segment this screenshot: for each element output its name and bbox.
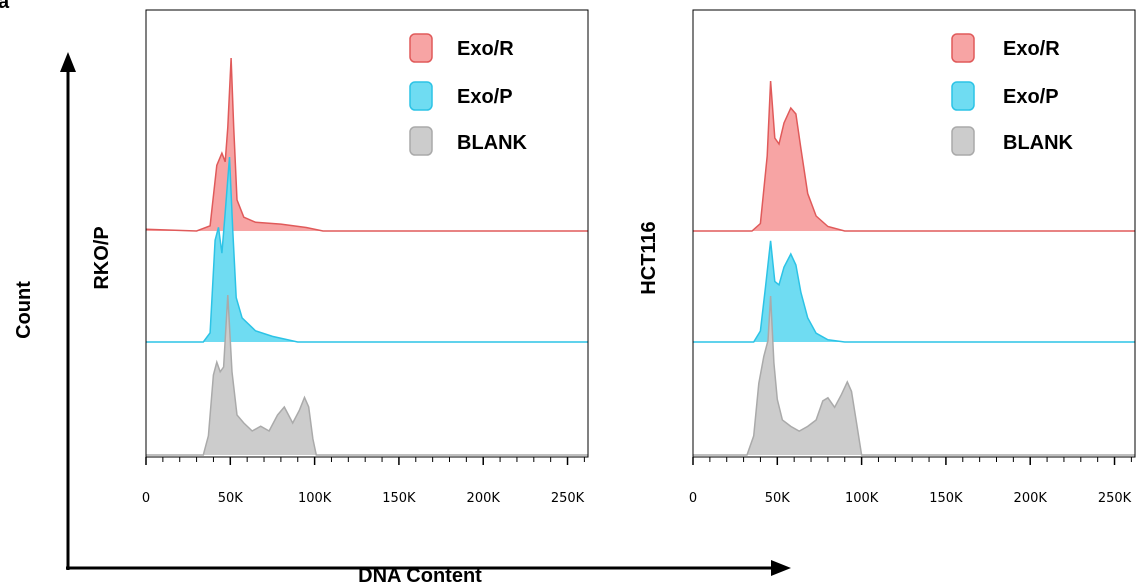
legend-label-exo-r: Exo/R [1003, 38, 1060, 60]
legend-label-exo-p: Exo/P [1003, 86, 1059, 108]
legend-rko: Exo/R Exo/P BLANK [409, 33, 528, 156]
x-tick-label: 250K [1098, 491, 1132, 506]
series-area-blank [693, 296, 1135, 455]
series-line-exo-p [693, 240, 1135, 343]
legend-entry-exo-r: Exo/R [951, 33, 1060, 63]
x-axis-arrow [66, 560, 791, 576]
x-tick-label: 50K [765, 491, 791, 506]
plot-frame-rko [145, 9, 589, 458]
x-ticks-rko: 0 50K 100K 150K 200K 250K [142, 457, 585, 506]
series-line-blank [693, 295, 1135, 456]
legend-hct116: Exo/R Exo/P BLANK [951, 33, 1074, 156]
panel-letter: a [0, 0, 10, 13]
histogram-panel-hct116: HCT116 0 50K 100K 150K 200K 250K Exo/R Exo/P … [638, 9, 1136, 506]
legend-swatch-exo-r [409, 33, 433, 63]
plot-area-hct116 [692, 9, 1136, 458]
series-layer-hct116 [693, 80, 1135, 456]
plot-area-rko [145, 9, 589, 458]
series-line-exo-p [146, 156, 588, 343]
legend-swatch-blank [951, 126, 975, 156]
histogram-panel-rko: RKO/P 0 50K 100K 150K 200K 250K Exo/R Exo/P B… [91, 9, 589, 506]
x-tick-label: 200K [1014, 491, 1048, 506]
series-line-exo-r [693, 80, 1135, 232]
y-axis-arrow [60, 52, 76, 570]
series-line-exo-r [145, 57, 588, 232]
legend-entry-exo-p: Exo/P [409, 81, 513, 111]
series-layer-rko [145, 57, 588, 456]
plot-frame-hct116 [692, 9, 1136, 458]
legend-swatch-exo-p [409, 81, 433, 111]
x-tick-label: 0 [142, 491, 150, 506]
legend-label-blank: BLANK [457, 132, 528, 154]
y-axis-label: Count [13, 281, 35, 339]
panel-label-rko: RKO/P [91, 226, 113, 289]
x-tick-label: 250K [551, 491, 585, 506]
x-tick-label: 50K [218, 491, 244, 506]
x-tick-label: 0 [689, 491, 697, 506]
legend-swatch-exo-r [951, 33, 975, 63]
x-tick-label: 100K [845, 491, 879, 506]
x-tick-label: 100K [298, 491, 332, 506]
legend-entry-exo-p: Exo/P [951, 81, 1059, 111]
x-tick-label: 200K [467, 491, 501, 506]
series-area-exo-p [146, 157, 588, 342]
x-tick-label: 150K [929, 491, 963, 506]
series-line-blank [146, 294, 588, 456]
x-ticks-hct116: 0 50K 100K 150K 200K 250K [689, 457, 1132, 506]
legend-label-blank: BLANK [1003, 132, 1074, 154]
series-area-exo-r [693, 81, 1135, 231]
legend-entry-blank: BLANK [409, 126, 528, 156]
legend-swatch-blank [409, 126, 433, 156]
legend-entry-blank: BLANK [951, 126, 1074, 156]
panel-label-hct116: HCT116 [638, 221, 660, 294]
series-area-exo-p [693, 240, 1135, 342]
legend-entry-exo-r: Exo/R [409, 33, 514, 63]
legend-label-exo-p: Exo/P [457, 86, 513, 108]
legend-swatch-exo-p [951, 81, 975, 111]
x-axis-label: DNA Content [358, 565, 482, 587]
x-tick-label: 150K [382, 491, 416, 506]
legend-label-exo-r: Exo/R [457, 38, 514, 60]
